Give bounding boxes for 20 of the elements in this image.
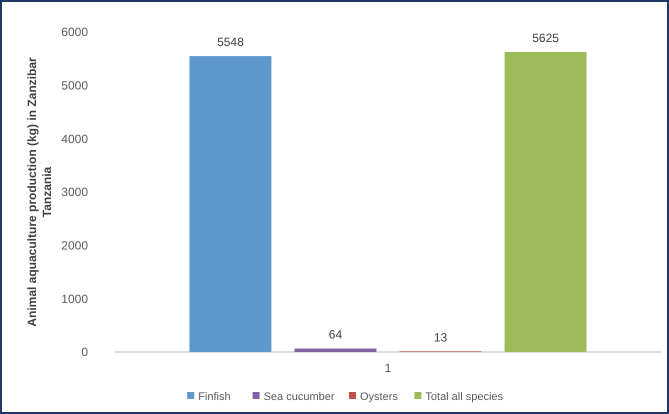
y-tick-label: 4000: [61, 132, 88, 146]
y-tick-label: 1000: [61, 292, 88, 306]
legend-label: Oysters: [360, 390, 398, 403]
legend-label: Sea cucumber: [264, 390, 335, 403]
legend-label: Finfish: [198, 390, 231, 403]
data-label: 5548: [217, 35, 244, 50]
data-label: 64: [328, 328, 342, 342]
y-tick-label: 6000: [61, 25, 88, 40]
y-tick-label: 5000: [61, 78, 88, 93]
data-label: 5625: [532, 31, 560, 45]
y-tick-label: 0: [81, 345, 88, 360]
legend-label: Total all species: [425, 390, 504, 403]
bar: [294, 348, 376, 352]
y-tick-label: 3000: [61, 185, 88, 200]
bar: [504, 52, 587, 352]
x-tick-label: 1: [384, 361, 392, 375]
bar: [189, 56, 272, 352]
y-axis-title: Animal aquaculture production (kg) in Zanzibar Tanzania: [25, 57, 54, 327]
data-label: 13: [434, 330, 448, 344]
y-tick-label: 2000: [61, 238, 88, 253]
